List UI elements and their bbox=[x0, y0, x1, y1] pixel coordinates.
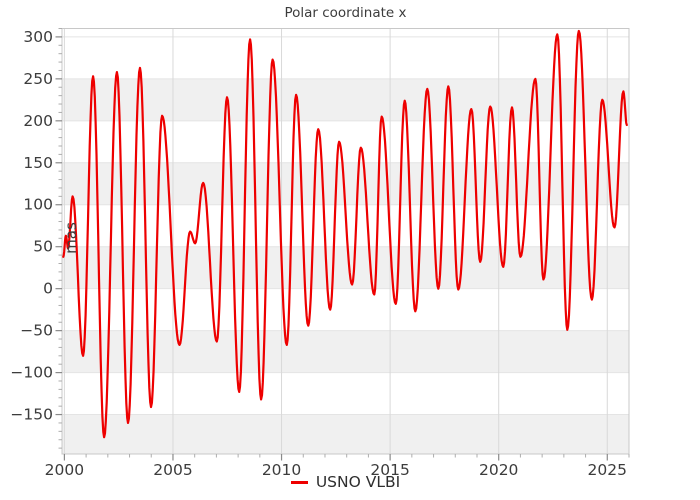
x-tick-label: 2000 bbox=[45, 461, 84, 479]
x-tick-label: 2025 bbox=[588, 461, 627, 479]
y-tick-label: 150 bbox=[23, 154, 53, 172]
background-band bbox=[62, 330, 629, 373]
y-tick-label: −150 bbox=[10, 406, 53, 424]
y-tick-label: 0 bbox=[43, 280, 53, 298]
y-tick-label: −50 bbox=[20, 322, 53, 340]
y-tick-label: 300 bbox=[23, 28, 53, 46]
legend-item-usno-vlbi[interactable]: USNO VLBI bbox=[315, 473, 401, 491]
background-band bbox=[62, 78, 629, 121]
y-tick-label: −100 bbox=[10, 364, 53, 382]
background-band bbox=[62, 414, 629, 454]
x-tick-label: 2020 bbox=[479, 461, 518, 479]
x-tick-label: 2005 bbox=[153, 461, 192, 479]
plot-frame bbox=[61, 28, 630, 455]
legend-line-marker bbox=[290, 480, 308, 484]
x-tick-label: 2010 bbox=[262, 461, 301, 479]
legend: USNO VLBI bbox=[62, 471, 629, 493]
x-tick-label: 2015 bbox=[370, 461, 409, 479]
y-tick-label: 200 bbox=[23, 112, 53, 130]
series-line-usno-vlbi[interactable] bbox=[62, 29, 628, 439]
y-tick-label: 100 bbox=[23, 196, 53, 214]
y-axis-label: mas bbox=[62, 222, 80, 254]
chart-title: Polar coordinate x bbox=[284, 5, 407, 21]
y-tick-label: 250 bbox=[23, 70, 53, 88]
y-tick-label: 50 bbox=[33, 238, 53, 256]
